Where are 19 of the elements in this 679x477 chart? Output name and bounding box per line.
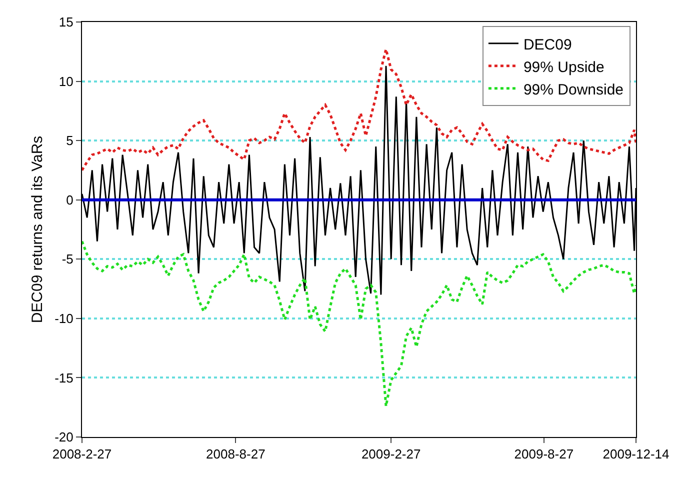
legend-label: 99% Downside [523, 81, 624, 98]
y-tick-label: 10 [58, 74, 74, 89]
legend-label: DEC09 [523, 36, 572, 54]
y-tick-label: -15 [54, 370, 74, 386]
line-series [82, 240, 636, 408]
line-series [82, 48, 636, 172]
x-tick-label: 2009-2-27 [361, 446, 421, 462]
y-tick-label: -5 [62, 252, 74, 267]
x-tick-label: 2008-2-27 [52, 446, 112, 462]
y-tick-label: -20 [54, 430, 74, 445]
x-tick-label: 2008-8-27 [206, 446, 266, 462]
x-tick-label: 2009-12-14 [602, 446, 670, 462]
y-axis-title: DEC09 returns and its VaRs [29, 136, 46, 324]
legend-label: 99% Upside [523, 58, 604, 76]
y-tick-label: -10 [54, 310, 74, 326]
y-tick-label: 5 [66, 133, 74, 148]
y-tick-label: 0 [66, 192, 74, 208]
y-tick-label: 15 [58, 14, 74, 30]
x-tick-label: 2009-8-27 [514, 446, 574, 462]
